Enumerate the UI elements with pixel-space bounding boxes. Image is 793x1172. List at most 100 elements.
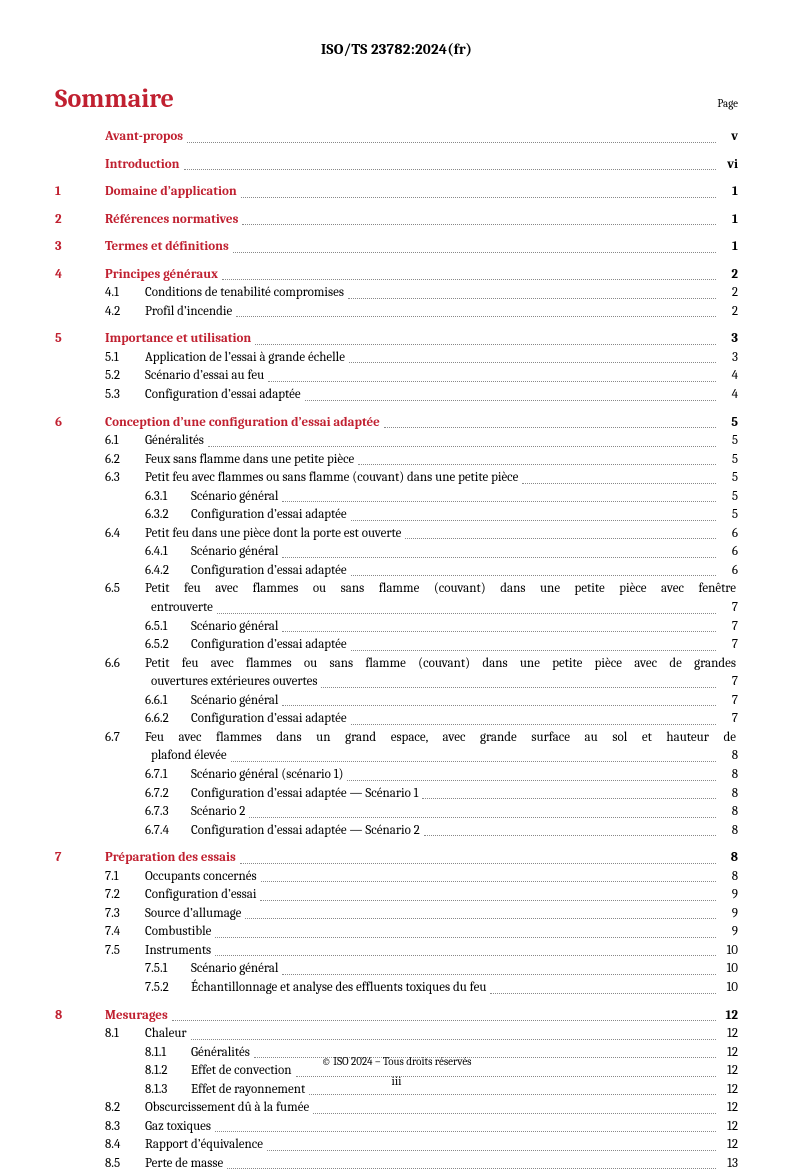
toc-entry[interactable]: 8.3Gaz toxiques12 <box>55 1118 738 1136</box>
toc-entry[interactable]: 7.1Occupants concernés8 <box>55 868 738 886</box>
toc-entry[interactable]: 6.1Généralités5 <box>55 432 738 450</box>
toc-entry-title: Instruments <box>145 942 213 960</box>
toc-entry-page: 10 <box>718 942 738 960</box>
toc-entry-number: 7.4 <box>105 923 145 941</box>
toc-entry-title: Configuration d’essai adaptée <box>145 386 303 404</box>
toc-entry[interactable]: 5.3Configuration d’essai adaptée4 <box>55 386 738 404</box>
toc-entry[interactable]: 4Principes généraux2 <box>55 266 738 284</box>
toc-entry[interactable]: 7.5Instruments 10 <box>55 942 738 960</box>
toc-entry-number: 7.2 <box>105 886 145 904</box>
toc-entry-number: 6.7.4 <box>145 822 191 840</box>
toc-entry[interactable]: 7.5.1Scénario général10 <box>55 960 738 978</box>
toc-entry-title: Application de l’essai à grande échelle <box>145 349 347 367</box>
toc-entry[interactable]: 6.3.2Configuration d’essai adaptée5 <box>55 506 738 524</box>
toc-entry-page: 12 <box>718 1118 738 1136</box>
toc-entry-number: 8.4 <box>105 1136 145 1154</box>
toc-entry-title: Profil d’incendie <box>145 303 234 321</box>
toc-entry-page: 7 <box>718 710 738 728</box>
toc-entry[interactable]: 7.2Configuration d’essai9 <box>55 886 738 904</box>
toc-entry[interactable]: Introduction vi <box>55 156 738 174</box>
toc-entry[interactable]: 6.4Petit feu dans une pièce dont la port… <box>55 525 738 543</box>
toc-entry[interactable]: 6.7.2Configuration d’essai adaptée — Scé… <box>55 785 738 803</box>
toc-leader <box>349 361 716 363</box>
toc-entry[interactable]: 6.5Petit feu avec flammes ou sans flamme… <box>55 580 738 598</box>
toc-entry[interactable]: 8Mesurages12 <box>55 1007 738 1025</box>
toc-entry-page: 7 <box>718 618 738 636</box>
toc-leader <box>227 1167 716 1169</box>
toc-entry[interactable]: Avant-proposv <box>55 128 738 146</box>
toc-entry[interactable]: 6.5.1Scénario général7 <box>55 618 738 636</box>
toc-entry[interactable]: 3Termes et définitions1 <box>55 238 738 256</box>
toc-entry[interactable]: 6.6.1Scénario général7 <box>55 692 738 710</box>
toc-leader <box>347 779 716 781</box>
toc-entry-number: 6.4.1 <box>145 543 191 561</box>
toc-entry[interactable]: 4.1Conditions de tenabilité compromises2 <box>55 284 738 302</box>
toc-entry[interactable]: 6.2Feux sans flamme dans une petite pièc… <box>55 451 738 469</box>
toc-entry[interactable]: 1Domaine d’application1 <box>55 183 738 201</box>
toc-entry-page: 5 <box>718 432 738 450</box>
toc-entry[interactable]: 7.3Source d’allumage9 <box>55 905 738 923</box>
toc-entry[interactable]: 6.7.3Scénario 28 <box>55 803 738 821</box>
toc-entry-number: 6.1 <box>105 432 145 450</box>
toc-entry[interactable]: 4.2Profil d’incendie2 <box>55 303 738 321</box>
toc-entry[interactable]: entrouverte7 <box>55 599 738 617</box>
toc-leader <box>282 556 716 558</box>
toc-entry-number: 7.5 <box>105 942 145 960</box>
toc-leader <box>321 686 716 688</box>
toc-entry-page: 8 <box>718 785 738 803</box>
toc-entry-page: 6 <box>718 562 738 580</box>
toc-entry-page: 4 <box>718 367 738 385</box>
toc-entry-number: 6.7 <box>105 729 145 747</box>
toc-entry[interactable]: plafond élevée8 <box>55 747 738 765</box>
toc-entry[interactable]: 2Références normatives1 <box>55 211 738 229</box>
toc-entry[interactable]: 8.2Obscurcissement dû à la fumée12 <box>55 1099 738 1117</box>
toc-entry[interactable]: 7Préparation des essais8 <box>55 849 738 867</box>
toc-leader <box>249 816 716 818</box>
toc-entry[interactable]: 6Conception d’une configuration d’essai … <box>55 414 738 432</box>
toc-entry-number: 6.3.1 <box>145 488 191 506</box>
toc-leader <box>424 834 716 836</box>
toc-entry-number: 5.1 <box>105 349 145 367</box>
toc-entry[interactable]: 6.7.1Scénario général (scénario 1)8 <box>55 766 738 784</box>
page-number: iii <box>0 1074 793 1088</box>
toc-entry[interactable]: 6.5.2Configuration d’essai adaptée7 <box>55 636 738 654</box>
toc-entry-number: 4 <box>55 266 105 284</box>
toc-entry-number: 5.2 <box>105 367 145 385</box>
toc-entry[interactable]: 6.3Petit feu avec flammes ou sans flamme… <box>55 469 738 487</box>
toc-entry-page: 5 <box>718 469 738 487</box>
toc-entry[interactable]: 6.3.1Scénario général5 <box>55 488 738 506</box>
toc-entry-number: 6.7.3 <box>145 803 191 821</box>
toc-entry[interactable]: 7.5.2Échantillonnage et analyse des effl… <box>55 979 738 997</box>
toc-entry[interactable]: 6.6.2Configuration d’essai adaptée7 <box>55 710 738 728</box>
toc-entry[interactable]: 5.2Scénario d’essai au feu4 <box>55 367 738 385</box>
page-footer: © ISO 2024 – Tous droits réservés iii <box>0 1055 793 1088</box>
toc-leader <box>309 1093 716 1095</box>
toc-entry[interactable]: 8.4Rapport d’équivalence12 <box>55 1136 738 1154</box>
toc-entry-title: Termes et définitions <box>105 238 231 256</box>
toc-entry-number: 6.6.2 <box>145 710 191 728</box>
toc-entry-title: Préparation des essais <box>105 849 238 867</box>
toc-entry-page: vi <box>718 156 738 174</box>
toc-entry[interactable]: 6.4.2Configuration d’essai adaptée6 <box>55 562 738 580</box>
toc-entry-page: 9 <box>718 923 738 941</box>
toc-entry[interactable]: 6.7.4Configuration d’essai adaptée — Scé… <box>55 822 738 840</box>
toc-entry[interactable]: ouvertures extérieures ouvertes7 <box>55 673 738 691</box>
toc-entry-number: 7.3 <box>105 905 145 923</box>
toc-entry[interactable]: 5.1Application de l’essai à grande échel… <box>55 349 738 367</box>
toc-entry[interactable]: 5Importance et utilisation3 <box>55 330 738 348</box>
toc-entry-page: 12 <box>718 1007 738 1025</box>
toc-entry-page: 1 <box>718 211 738 229</box>
toc-leader <box>490 992 716 994</box>
toc-entry-title: Introduction <box>105 156 182 174</box>
toc-entry[interactable]: 8.5Perte de masse13 <box>55 1155 738 1172</box>
toc-entry-page: 8 <box>718 803 738 821</box>
toc-entry[interactable]: 7.4Combustible9 <box>55 923 738 941</box>
toc-entry-title: Petit feu avec flammes ou sans flamme (c… <box>145 580 738 598</box>
toc-entry[interactable]: 6.4.1Scénario général6 <box>55 543 738 561</box>
toc-entry-page: 12 <box>718 1099 738 1117</box>
toc-entry[interactable]: 8.1Chaleur12 <box>55 1025 738 1043</box>
toc-leader <box>217 612 716 614</box>
toc-entry-number: 3 <box>55 238 105 256</box>
toc-entry[interactable]: 6.7Feu avec flammes dans un grand espace… <box>55 729 738 747</box>
toc-entry[interactable]: 6.6Petit feu avec flammes ou sans flamme… <box>55 655 738 673</box>
